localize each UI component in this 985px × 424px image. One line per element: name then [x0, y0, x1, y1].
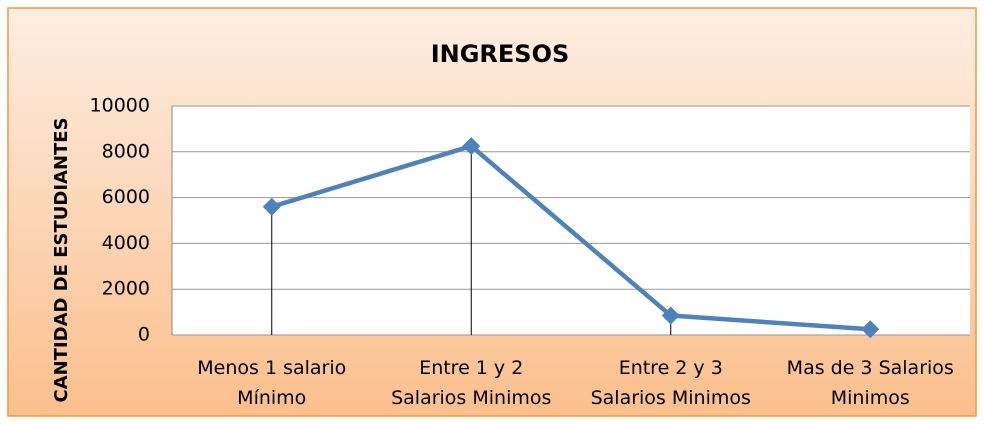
- marker: [661, 306, 680, 325]
- y-tick-label: 4000: [102, 232, 150, 254]
- chart-title: INGRESOS: [431, 40, 570, 68]
- y-tick-label: 10000: [90, 95, 150, 117]
- x-tick-label-line: Entre 2 y 3: [619, 357, 723, 379]
- x-tick-label-line: Minimos: [831, 387, 910, 409]
- x-tick-label-line: Mas de 3 Salarios: [787, 357, 954, 379]
- x-tick-label: Menos 1 salario Mínimo: [197, 357, 346, 409]
- y-tick-label: 2000: [102, 278, 150, 300]
- y-tick-label: 8000: [102, 140, 150, 162]
- x-tick-label-line: Mínimo: [237, 387, 306, 409]
- y-tick-label: 0: [138, 324, 150, 346]
- x-tick-label-line: Menos 1 salario: [197, 357, 346, 379]
- y-axis-label: CANTIDAD DE ESTUDIANTES: [51, 117, 72, 402]
- x-tick-label-line: Salarios Minimos: [391, 387, 551, 409]
- marker: [262, 197, 281, 216]
- plot-area: [172, 106, 970, 335]
- series-line: [271, 143, 871, 332]
- marker: [861, 320, 880, 339]
- y-tick-label: 6000: [102, 186, 150, 208]
- x-tick-label-line: Entre 1 y 2: [419, 357, 523, 379]
- x-tick-label: Mas de 3 Salarios Minimos: [787, 357, 954, 409]
- marker: [462, 137, 481, 156]
- x-tick-label: Entre 2 y 3 Salarios Minimos: [591, 357, 751, 409]
- x-tick-label-line: Salarios Minimos: [591, 387, 751, 409]
- x-tick-label: Entre 1 y 2 Salarios Minimos: [391, 357, 551, 409]
